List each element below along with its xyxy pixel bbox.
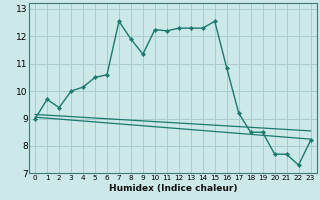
X-axis label: Humidex (Indice chaleur): Humidex (Indice chaleur) <box>108 184 237 193</box>
